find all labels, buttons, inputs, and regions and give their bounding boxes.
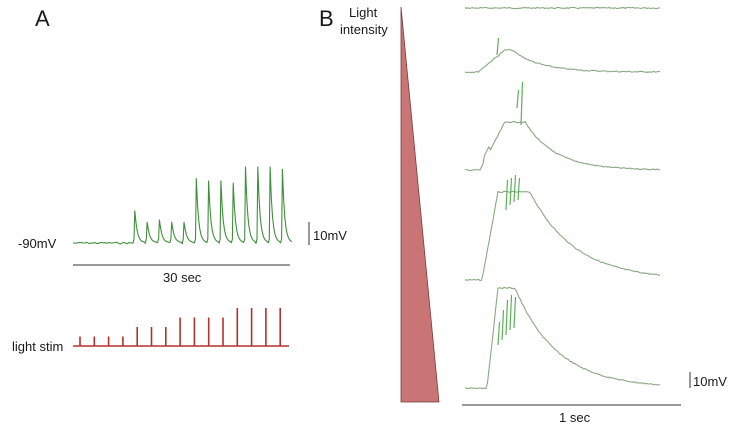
panel-b-trace-2 [464,48,660,74]
panel-b-trace-5-spike [509,294,513,331]
light-intensity-wedge [400,6,440,403]
panel-a-trace [73,166,293,245]
panel-a-voltage-trace [73,166,293,245]
panel-b-trace-4 [464,190,661,282]
panel-b-trace-4-spike [505,179,509,211]
panel-b-letter: B [319,6,334,31]
panel-b-trace-3-spike [520,81,524,126]
panel-b-trace-5-spike [497,321,501,346]
panel-b-trace-5-spike [501,309,505,341]
panel-b-traces [464,6,661,390]
panel-b-trace-5-spike [505,299,509,336]
panel-b-voltage-scale-label: 10mV [693,374,727,389]
panel-a-stim-trace [73,308,289,347]
panel-b-trace-4-spike [517,177,521,201]
panel-b-trace-1 [464,6,661,10]
panel-b-trace-5-spike [513,296,517,329]
panel-a-voltage-scale-label: 10mV [313,228,347,243]
panel-b-intensity-label-line2: intensity [340,22,388,37]
panel-a-stim-label: light stim [12,339,63,354]
panel-b-trace-3-spike [516,89,520,109]
panel-b-trace-5 [464,286,661,390]
panel-a-baseline-label: -90mV [18,236,57,251]
panel-b-trace-4-spike [509,177,513,206]
panel-b-trace-2-spike [496,37,500,56]
panel-b-time-scale-label: 1 sec [559,410,591,425]
panel-b-intensity-label-line1: Light [349,5,378,20]
panel-b-trace-3 [464,120,661,172]
panel-a-letter: A [35,6,50,31]
panel-a-time-scale-label: 30 sec [163,270,202,285]
panel-b-trace-4-spike [513,174,517,203]
